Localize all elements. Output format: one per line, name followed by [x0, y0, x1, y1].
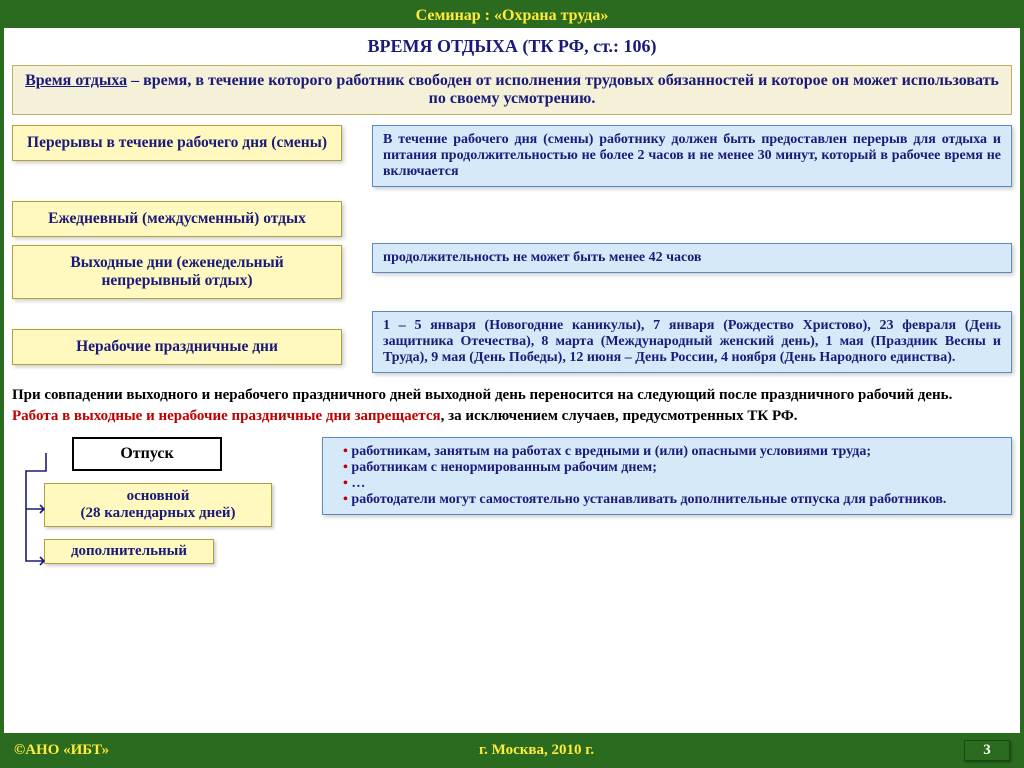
label-breaks: Перерывы в течение рабочего дня (смены) [12, 125, 342, 161]
vacation-title-box: Отпуск [72, 437, 222, 471]
prohibition-black: , за исключением случаев, предусмотренны… [441, 408, 798, 424]
vacation-bullet: работникам, занятым на работах с вредным… [343, 444, 997, 460]
note-holidays: 1 – 5 января (Новогодние каникулы), 7 ян… [372, 311, 1012, 373]
footer-org: ©АНО «ИБТ» [14, 742, 109, 759]
definition-box: Время отдыха – время, в течение которого… [12, 65, 1012, 115]
vacation-bullet: работодатели могут самостоятельно устана… [343, 492, 997, 508]
label-daily-rest: Ежедневный (междусменный) отдых [12, 201, 342, 237]
vacation-section: Отпуск основной(28 календарных дней) доп… [12, 437, 1012, 564]
vacation-main-box: основной(28 календарных дней) [44, 483, 272, 527]
row-daily-rest: Ежедневный (междусменный) отдых [12, 201, 1012, 237]
page-title: ВРЕМЯ ОТДЫХА (ТК РФ, ст.: 106) [4, 28, 1020, 63]
definition-body: – время, в течение которого работник сво… [127, 72, 999, 107]
label-weekends: Выходные дни (еженедельный непрерывный о… [12, 245, 342, 299]
row-weekends: Выходные дни (еженедельный непрерывный о… [12, 245, 1012, 299]
note-breaks: В течение рабочего дня (смены) работнику… [372, 125, 1012, 187]
note-weekends: продолжительность не может быть менее 42… [372, 243, 1012, 273]
seminar-header: Семинар : «Охрана труда» [4, 4, 1020, 28]
prohibition-red: Работа в выходные и нерабочие праздничны… [12, 408, 441, 424]
footer-place: г. Москва, 2010 г. [109, 742, 964, 759]
row-holidays: Нерабочие праздничные дни 1 – 5 января (… [12, 311, 1012, 373]
vacation-bullets-box: работникам, занятым на работах с вредным… [322, 437, 1012, 515]
vacation-extra-box: дополнительный [44, 539, 214, 564]
label-holidays: Нерабочие праздничные дни [12, 329, 342, 365]
para-prohibition: Работа в выходные и нерабочие праздничны… [12, 408, 1012, 425]
vacation-bullet: … [343, 476, 997, 492]
vacation-bullet: работникам с ненормированным рабочим дне… [343, 460, 997, 476]
definition-term: Время отдыха [25, 72, 127, 89]
row-breaks: Перерывы в течение рабочего дня (смены) … [12, 125, 1012, 187]
para-overlap: При совпадении выходного и нерабочего пр… [12, 387, 1012, 404]
vacation-tree-lines [22, 453, 62, 583]
footer-bar: ©АНО «ИБТ» г. Москва, 2010 г. 3 [4, 733, 1020, 764]
page-number: 3 [964, 740, 1010, 761]
